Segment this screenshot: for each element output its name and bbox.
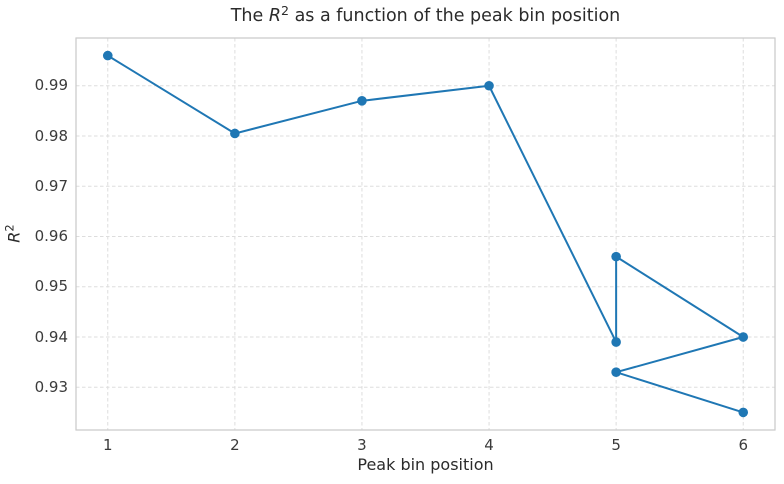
data-point bbox=[484, 80, 494, 91]
y-tick-label: 0.98 bbox=[34, 126, 68, 145]
data-point bbox=[738, 332, 749, 342]
data-point bbox=[230, 128, 240, 139]
data-point bbox=[357, 96, 367, 106]
chart-title-prefix: The bbox=[230, 6, 269, 26]
x-tick-label: 6 bbox=[738, 436, 748, 454]
y-tick-label: 0.94 bbox=[34, 327, 68, 346]
data-point bbox=[611, 337, 621, 347]
y-tick-label: 0.95 bbox=[34, 277, 68, 296]
data-point bbox=[738, 407, 749, 418]
x-axis-label: Peak bin position bbox=[357, 455, 494, 474]
plot-area bbox=[76, 38, 775, 430]
data-point bbox=[611, 367, 621, 378]
x-tick-label: 5 bbox=[611, 436, 621, 454]
y-tick-label: 0.97 bbox=[34, 176, 68, 195]
y-tick-label: 0.99 bbox=[34, 76, 68, 95]
x-tick-label: 2 bbox=[230, 436, 240, 454]
data-point bbox=[102, 50, 113, 61]
chart-title-suffix: as a function of the peak bin position bbox=[289, 6, 621, 26]
chart-title-math-sup: 2 bbox=[281, 2, 290, 18]
plot-border bbox=[75, 37, 776, 431]
y-tick-label: 0.96 bbox=[34, 227, 68, 245]
x-tick-label: 1 bbox=[102, 436, 113, 454]
y-tick-label: 0.93 bbox=[34, 377, 68, 396]
data-point bbox=[611, 251, 621, 262]
x-tick-label: 3 bbox=[357, 436, 367, 454]
x-tick-label: 4 bbox=[484, 436, 494, 454]
chart-title: The R2 as a function of the peak bin pos… bbox=[76, 2, 775, 28]
chart-title-math-symbol: R bbox=[268, 6, 281, 26]
